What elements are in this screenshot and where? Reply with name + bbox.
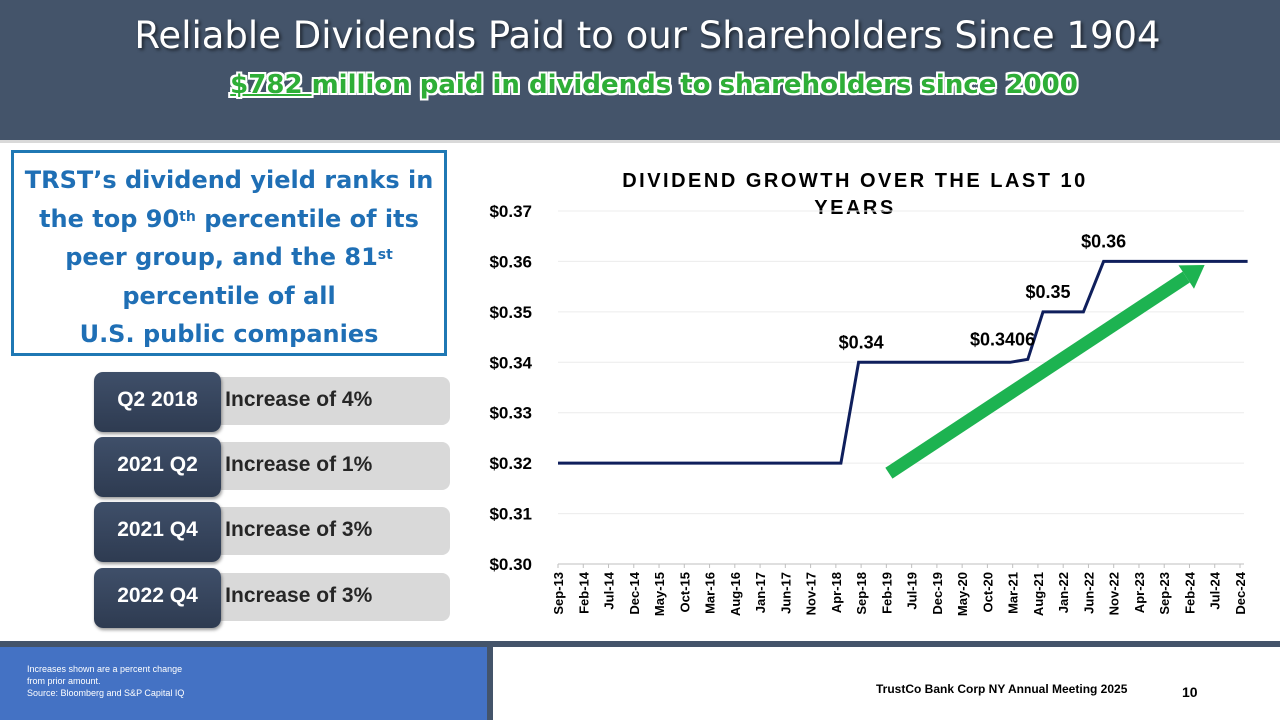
y-tick-label: $0.34 [489,353,532,372]
x-tick-label: Jul-19 [905,572,920,610]
increase-pill: • Increase of 1% [204,442,450,490]
increase-row: • Increase of 3% 2021 Q4 [94,502,452,562]
x-tick-label: Feb-24 [1182,571,1197,614]
y-tick-label: $0.32 [489,454,532,473]
increase-text: • Increase of 4% [212,388,373,411]
x-tick-label: May-20 [955,572,970,616]
period-label: 2021 Q4 [117,518,198,541]
footer-note-panel [0,647,487,720]
x-tick-label: Mar-16 [703,572,718,614]
x-tick-label: Nov-17 [804,572,819,615]
chart-title-line-1: DIVIDEND GROWTH OVER THE LAST 10 [622,170,1088,192]
y-tick-label: $0.30 [489,555,532,574]
callout-sup-st: st [377,247,393,263]
footer-divider [0,641,1280,647]
x-tick-label: Sep-13 [551,572,566,615]
period-badge: 2021 Q4 [94,502,221,562]
header-divider [0,140,1280,143]
callout-line-1: TRST’s dividend yield ranks in [24,166,434,194]
data-label: $0.35 [1026,282,1071,302]
callout-line-5: U.S. public companies [79,320,379,348]
x-tick-label: Dec-24 [1233,571,1248,614]
header-banner [0,0,1280,140]
period-badge: 2022 Q4 [94,568,221,628]
data-label: $0.3406 [970,329,1035,349]
data-label: $0.36 [1081,231,1126,251]
increase-text: • Increase of 3% [212,584,373,607]
x-tick-label: Jun-17 [778,572,793,614]
x-tick-label: Nov-22 [1107,572,1122,615]
x-tick-label: May-15 [652,572,667,616]
footer-separator [487,647,493,720]
increase-pill: • Increase of 3% [204,507,450,555]
callout-text: TRST’s dividend yield ranks in the top 9… [14,161,444,354]
period-label: 2022 Q4 [117,584,198,607]
x-tick-label: Oct-20 [980,572,995,612]
callout-sup-th: th [179,208,196,225]
x-tick-label: Dec-14 [627,571,642,614]
x-tick-label: Aug-21 [1031,572,1046,616]
y-tick-label: $0.36 [489,252,532,271]
callout-line-4: percentile of all [122,281,336,310]
y-tick-label: $0.31 [489,505,532,524]
x-tick-label: Feb-19 [879,572,894,614]
x-tick-label: Dec-19 [930,572,945,615]
footnote-line: Source: Bloomberg and S&P Capital IQ [27,688,185,698]
callout-line-2b: percentile of its [195,204,419,233]
trend-arrow-head [1178,264,1205,289]
increase-row: • Increase of 1% 2021 Q2 [94,437,452,497]
footnote: Increases shown are a percent change fro… [27,663,227,699]
period-badge: Q2 2018 [94,372,221,432]
y-tick-label: $0.33 [489,404,532,423]
x-tick-label: Jan-17 [753,572,768,613]
period-label: Q2 2018 [117,388,198,411]
page-title: Reliable Dividends Paid to our Sharehold… [134,14,1161,57]
footnote-line: Increases shown are a percent change [27,664,183,674]
x-tick-label: Mar-21 [1006,572,1021,614]
callout-line-3: peer group, and the 81 [65,243,378,271]
footnote-line: from prior amount. [27,676,101,686]
period-label: 2021 Q2 [117,453,198,476]
dividend-series-line [558,259,1248,465]
yield-callout-box: TRST’s dividend yield ranks in the top 9… [11,150,447,356]
x-tick-label: Oct-15 [677,572,692,612]
x-tick-label: Jul-24 [1208,571,1223,609]
chart-title-line-2: YEARS [814,197,896,219]
meeting-label: TrustCo Bank Corp NY Annual Meeting 2025 [876,682,1128,696]
x-tick-label: Aug-16 [728,572,743,616]
trend-arrow-shaft [885,271,1190,479]
increase-row: • Increase of 3% 2022 Q4 [94,568,452,628]
x-tick-label: Sep-18 [854,572,869,615]
subtitle-amount: $782 [230,70,312,100]
x-tick-label: Apr-23 [1132,572,1147,613]
page-subtitle: $782 million paid in dividends to shareh… [0,70,1280,100]
callout-line-2a: the top 90 [39,204,180,233]
x-tick-label: Apr-18 [829,572,844,613]
subtitle-text: million paid in dividends to shareholder… [311,70,1078,100]
increase-pill: • Increase of 3% [204,573,450,621]
dividend-growth-chart: $0.30 $0.31 $0.32 $0.33 $0.34 $0.35 $0.36 $0.37… [489,202,1248,616]
x-tick-label: Jun-22 [1081,572,1096,614]
page-number: 10 [1182,684,1198,700]
period-badge: 2021 Q2 [94,437,221,497]
increase-text: • Increase of 1% [212,453,373,476]
increase-row: • Increase of 4% Q2 2018 [94,372,452,432]
increase-pill: • Increase of 4% [204,377,450,425]
x-tick-label: Jul-14 [602,571,617,609]
x-tick-label: Jan-22 [1056,572,1071,613]
increase-text: • Increase of 3% [212,518,373,541]
data-label: $0.34 [839,332,884,352]
y-tick-label: $0.37 [489,202,532,221]
y-tick-label: $0.35 [489,303,532,322]
chart-title: DIVIDEND GROWTH OVER THE LAST 10 YEARS [570,168,1140,222]
x-tick-label: Sep-23 [1157,572,1172,615]
x-tick-label: Feb-14 [576,571,591,614]
